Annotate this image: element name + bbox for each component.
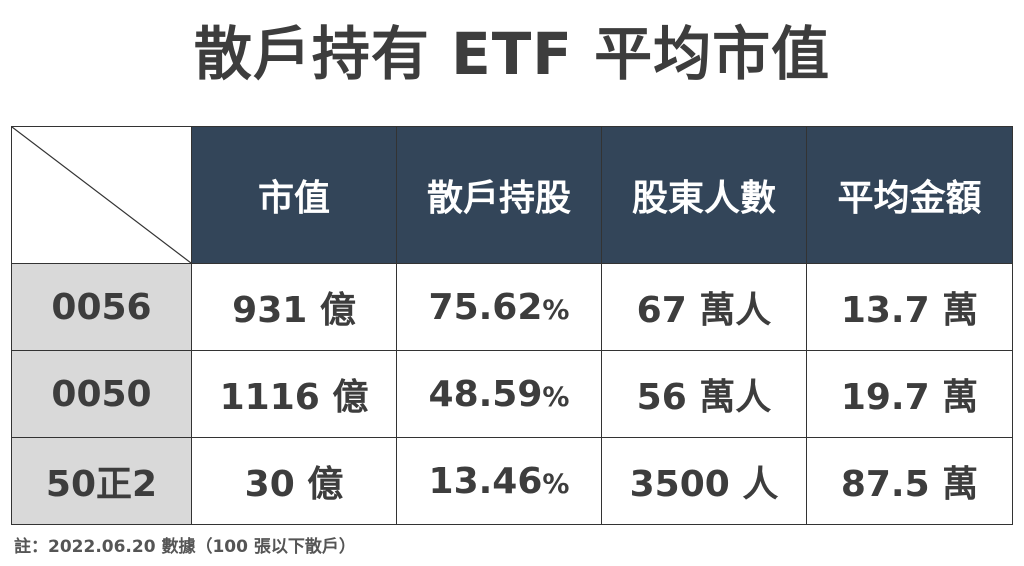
avg-amount-cell: 19.7 萬 — [806, 350, 1013, 438]
retail-pct-value: 48.59 — [428, 373, 543, 415]
market-cap-cell: 30 億 — [191, 437, 397, 525]
header-row: 市值 散戶持股 股東人數 平均金額 — [11, 126, 1013, 264]
footnote: 註：2022.06.20 數據（100 張以下散戶） — [14, 537, 356, 557]
header-market-cap: 市值 — [191, 126, 397, 264]
percent-sign: % — [542, 381, 570, 413]
diagonal-line — [12, 127, 191, 263]
retail-pct-cell: 48.59% — [396, 350, 602, 438]
table-row: 50正2 30 億 13.46% 3500 人 87.5 萬 — [11, 437, 1013, 525]
avg-amount-cell: 87.5 萬 — [806, 437, 1013, 525]
corner-cell — [11, 126, 192, 264]
retail-pct-cell: 13.46% — [396, 437, 602, 525]
market-cap-cell: 931 億 — [191, 263, 397, 351]
holders-cell: 67 萬人 — [601, 263, 807, 351]
header-retail-pct: 散戶持股 — [396, 126, 602, 264]
table-row: 0050 1116 億 48.59% 56 萬人 19.7 萬 — [11, 350, 1013, 438]
header-holders: 股東人數 — [601, 126, 807, 264]
percent-sign: % — [542, 468, 570, 500]
etf-code: 50正2 — [11, 437, 192, 525]
retail-pct-cell: 75.62% — [396, 263, 602, 351]
retail-pct-value: 75.62 — [428, 286, 543, 328]
holders-cell: 3500 人 — [601, 437, 807, 525]
header-avg-amount: 平均金額 — [806, 126, 1013, 264]
market-cap-cell: 1116 億 — [191, 350, 397, 438]
percent-sign: % — [542, 294, 570, 326]
etf-code: 0050 — [11, 350, 192, 438]
etf-code: 0056 — [11, 263, 192, 351]
etf-table: 市值 散戶持股 股東人數 平均金額 0056 931 億 75.62% 67 萬… — [11, 126, 1013, 525]
retail-pct-value: 13.46 — [428, 460, 543, 502]
table-row: 0056 931 億 75.62% 67 萬人 13.7 萬 — [11, 263, 1013, 351]
holders-cell: 56 萬人 — [601, 350, 807, 438]
avg-amount-cell: 13.7 萬 — [806, 263, 1013, 351]
page-title: 散戶持有 ETF 平均市值 — [193, 20, 831, 88]
